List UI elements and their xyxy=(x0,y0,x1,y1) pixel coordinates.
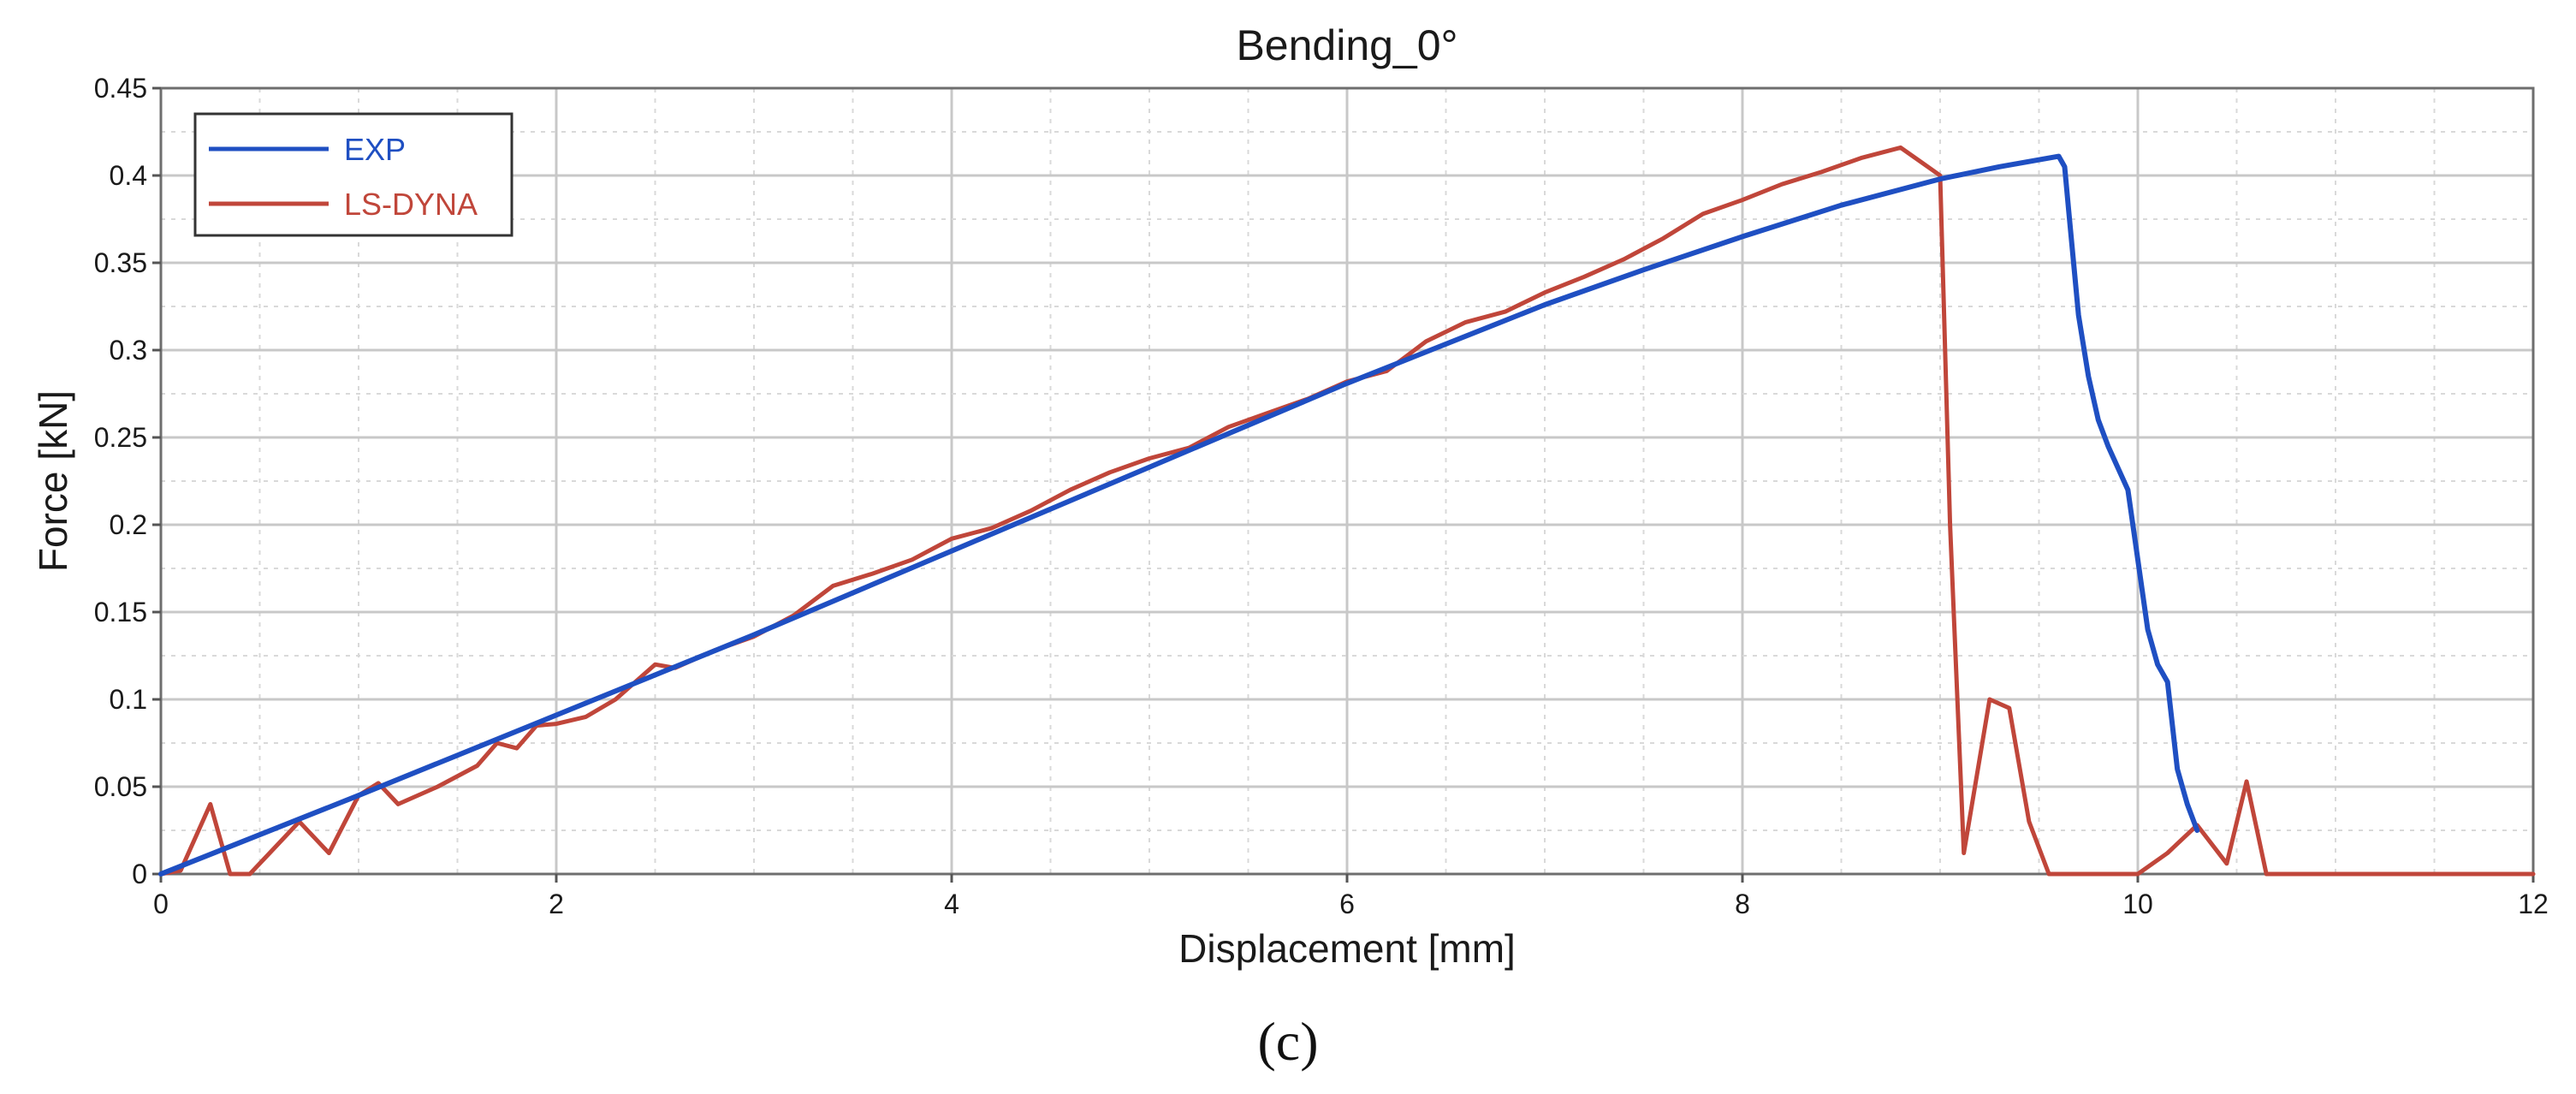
x-tick-label: 12 xyxy=(2518,889,2549,919)
figure-caption: (c) xyxy=(1257,1011,1318,1072)
series-line-ls-dyna xyxy=(158,145,2536,877)
x-tick-label: 10 xyxy=(2122,889,2153,919)
y-tick-label: 0.25 xyxy=(94,422,147,453)
y-tick-label: 0.45 xyxy=(94,73,147,104)
x-tick-label: 0 xyxy=(153,889,169,919)
legend-label-exp: EXP xyxy=(344,132,406,167)
y-axis-label: Force [kN] xyxy=(31,390,75,572)
y-axis-ticks: 0 0.05 0.1 0.15 0.2 0.25 0.3 0.35 0.4 0.45 xyxy=(94,73,161,889)
x-axis-label: Displacement [mm] xyxy=(1178,926,1516,971)
x-axis-ticks: 0 2 4 6 8 10 12 xyxy=(153,874,2549,919)
y-tick-label: 0 xyxy=(132,859,147,889)
y-tick-label: 0.3 xyxy=(110,335,147,366)
x-tick-label: 4 xyxy=(944,889,959,919)
y-tick-label: 0.2 xyxy=(110,509,147,540)
y-tick-label: 0.1 xyxy=(110,684,147,715)
legend: EXP LS-DYNA xyxy=(193,112,513,237)
x-tick-label: 6 xyxy=(1339,889,1355,919)
y-tick-label: 0.05 xyxy=(94,771,147,802)
series-line-exp xyxy=(158,153,2200,877)
legend-box xyxy=(193,112,513,237)
series-lines xyxy=(158,145,2536,877)
legend-label-ls-dyna: LS-DYNA xyxy=(344,187,478,222)
y-tick-label: 0.35 xyxy=(94,247,147,278)
grid-lines xyxy=(161,88,2533,874)
x-tick-label: 2 xyxy=(549,889,564,919)
x-tick-label: 8 xyxy=(1735,889,1750,919)
y-tick-label: 0.15 xyxy=(94,597,147,627)
y-tick-label: 0.4 xyxy=(110,160,147,191)
chart-title: Bending_0° xyxy=(1236,21,1457,69)
